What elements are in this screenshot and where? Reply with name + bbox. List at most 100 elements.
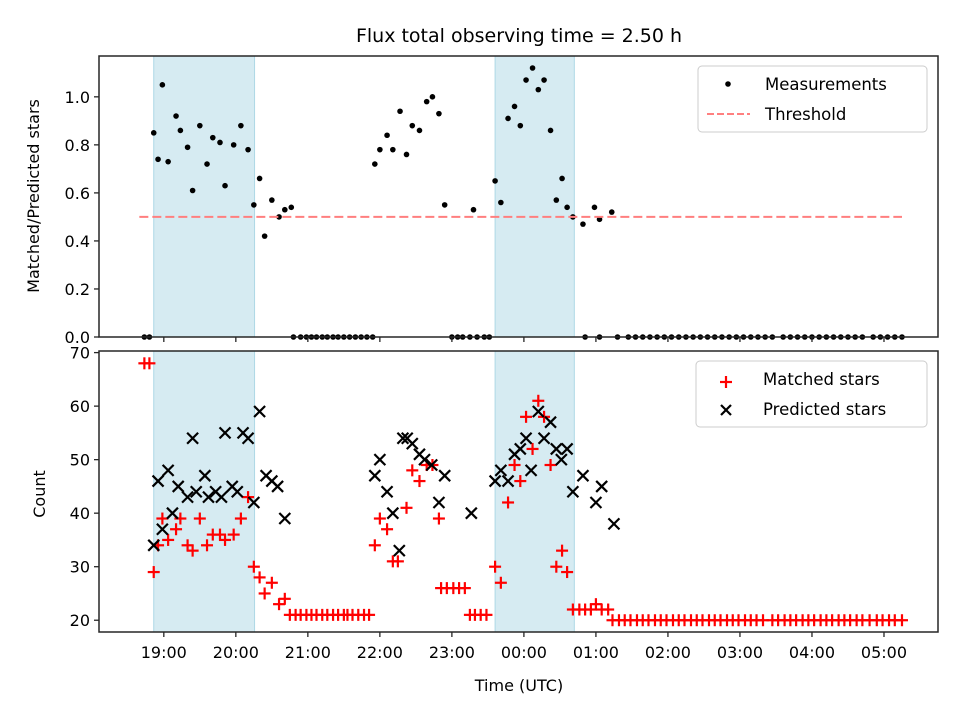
measurement-point: [384, 132, 390, 139]
predicted-star-stroke: [432, 496, 446, 509]
measurement-point: [150, 130, 157, 136]
matched-star-point: [278, 592, 291, 605]
predicted-star-stroke: [589, 496, 603, 509]
predicted-star-stroke: [156, 522, 169, 536]
y-tick-label: 40: [70, 504, 90, 523]
y-tick-label: 70: [70, 344, 90, 363]
x-tick-label: 00:00: [501, 643, 547, 662]
predicted-star-stroke: [247, 496, 261, 509]
matched-star-point: [602, 603, 615, 616]
measurement-point: [564, 204, 570, 211]
measurement-point: [155, 156, 161, 163]
predicted-star-point: [418, 453, 431, 466]
matched-star-point: [458, 582, 471, 595]
y-tick-label: 1.0: [65, 88, 90, 107]
matched-star-point: [234, 512, 247, 525]
predicted-star-point: [368, 469, 382, 482]
top-axes: 0.0 0.2 0.4 0.6 0.8 1.0 Matched/Predicted sta…: [24, 55, 939, 347]
matched-star-point: [273, 598, 286, 611]
predicted-star-point: [271, 480, 284, 493]
measurement-point: [553, 197, 560, 203]
predicted-star-stroke: [151, 474, 165, 488]
measurement-point: [184, 144, 191, 151]
measurement-point: [535, 86, 542, 93]
predicted-star-stroke: [393, 544, 406, 557]
legend-predicted-label: Predicted stars: [763, 400, 886, 419]
predicted-star-stroke: [218, 426, 232, 440]
bottom-y-axis-label: Count: [30, 470, 49, 518]
predicted-star-stroke: [241, 431, 255, 445]
predicted-star-stroke: [380, 485, 394, 499]
matched-star-point: [489, 560, 502, 573]
measurement-point: [159, 82, 166, 88]
measurement-point: [492, 178, 498, 184]
matched-star-point: [156, 512, 169, 525]
predicted-star-point: [186, 431, 199, 445]
predicted-star-stroke: [519, 431, 533, 445]
y-tick-label: 50: [70, 451, 90, 470]
predicted-star-stroke: [186, 431, 199, 445]
predicted-star-point: [373, 453, 387, 466]
matched-star-point: [544, 459, 557, 472]
matched-star-point: [368, 539, 381, 552]
measurement-point: [251, 202, 257, 208]
predicted-star-stroke: [253, 405, 266, 418]
predicted-star-point: [465, 506, 478, 520]
measurement-point: [261, 233, 268, 239]
measurement-point: [608, 209, 615, 215]
measurement-point: [397, 108, 403, 115]
matched-star-point: [162, 533, 175, 546]
measurement-point: [276, 214, 282, 220]
predicted-star-stroke: [161, 464, 175, 477]
predicted-star-point: [393, 544, 406, 557]
matched-star-point: [532, 394, 545, 407]
top-y-ticks: 0.0 0.2 0.4 0.6 0.8 1.0: [65, 88, 99, 347]
measurement-point: [209, 134, 216, 141]
measurement-point: [523, 77, 529, 83]
matched-star-point: [502, 496, 515, 509]
measurement-point: [416, 127, 423, 134]
predicted-star-point: [438, 469, 451, 482]
predicted-star-point: [147, 539, 161, 552]
predicted-star-point: [218, 426, 232, 440]
x-tick-label: 02:00: [645, 643, 691, 662]
chart-title: Flux total observing time = 2.50 h: [356, 25, 682, 47]
matched-star-point: [186, 544, 199, 557]
predicted-star-point: [501, 474, 515, 488]
matched-star-point: [201, 539, 214, 552]
x-tick-label: 19:00: [141, 643, 187, 662]
y-tick-label: 60: [70, 397, 90, 416]
measurement-point: [256, 175, 263, 182]
predicted-star-stroke: [488, 474, 502, 488]
matched-star-point: [550, 560, 563, 573]
legend-measurements-label: Measurements: [765, 75, 887, 94]
predicted-star-point: [156, 522, 169, 536]
predicted-star-point: [488, 474, 502, 488]
shaded-interval: [494, 350, 575, 633]
predicted-star-point: [198, 469, 212, 482]
matched-star-point: [400, 501, 413, 514]
bottom-x-ticks: 19:00 20:00 21:00 22:00 23:00 00:00 01:00 02:00…: [141, 632, 907, 662]
predicted-star-point: [189, 485, 203, 499]
legend-threshold-label: Threshold: [764, 105, 846, 124]
measurement-point: [409, 122, 416, 129]
matched-star-point: [147, 566, 160, 579]
bottom-y-ticks: 20 30 40 50 60 70: [70, 344, 99, 630]
measurement-point: [580, 221, 586, 227]
measurement-point: [429, 94, 436, 100]
measurement-point: [423, 98, 430, 105]
predicted-star-stroke: [368, 469, 382, 482]
predicted-star-stroke: [265, 474, 279, 488]
predicted-star-point: [161, 464, 175, 477]
predicted-star-point: [589, 496, 603, 509]
predicted-star-point: [166, 506, 179, 520]
predicted-star-stroke: [438, 469, 451, 482]
matched-star-point: [561, 566, 574, 579]
predicted-star-stroke: [537, 431, 551, 445]
predicted-star-point: [247, 496, 261, 509]
predicted-star-point: [544, 415, 557, 429]
predicted-star-stroke: [405, 437, 419, 450]
matched-star-point: [253, 571, 266, 584]
bottom-legend: Matched stars Predicted stars: [695, 360, 928, 428]
matched-star-point: [413, 475, 426, 488]
